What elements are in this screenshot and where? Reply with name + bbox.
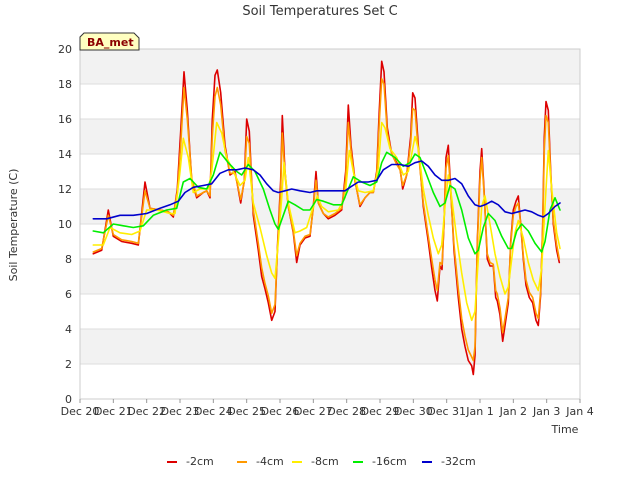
legend: -2cm -4cm -8cm -16cm -32cm [167,455,476,468]
x-tick-label: Dec 26 [261,405,300,418]
grid-band [80,49,580,84]
x-tick-label: Jan 2 [499,405,527,418]
y-tick-label: 16 [58,113,72,126]
x-tick-label: Dec 31 [427,405,466,418]
legend-label: -8cm [311,455,339,468]
site-badge-text: BA_met [87,36,134,49]
x-tick-label: Dec 24 [194,405,233,418]
x-tick-label: Dec 20 [61,405,100,418]
y-tick-label: 10 [58,218,72,231]
grid-band [80,259,580,294]
y-tick-label: 4 [65,323,72,336]
legend-label: -32cm [441,455,476,468]
x-tick-label: Dec 25 [227,405,266,418]
y-tick-label: 6 [65,288,72,301]
y-tick-label: 2 [65,358,72,371]
grid-bands [80,49,580,364]
series-line-32cm [92,160,561,220]
y-tick-label: 20 [58,43,72,56]
legend-label: -2cm [186,455,214,468]
y-tick-label: 14 [58,148,72,161]
x-tick-label: Jan 4 [565,405,593,418]
site-badge: BA_met [79,32,140,51]
grid-band [80,329,580,364]
y-axis: 0 2 4 6 8 10 12 14 16 18 20 [58,43,72,406]
y-tick-label: 12 [58,183,72,196]
y-tick-label: 18 [58,78,72,91]
legend-label: -16cm [372,455,407,468]
y-axis-label: Soil Temperature (C) [7,169,20,282]
x-tick-label: Dec 28 [327,405,366,418]
legend-label: -4cm [256,455,284,468]
x-tick-label: Dec 29 [361,405,400,418]
x-tick-label: Dec 22 [127,405,166,418]
y-tick-label: 0 [65,393,72,406]
x-axis-label: Time [551,423,579,436]
x-tick-label: Dec 21 [94,405,133,418]
x-tick-label: Jan 1 [465,405,493,418]
x-tick-label: Dec 23 [161,405,200,418]
series-line-8cm [92,121,561,322]
series-lines [92,60,561,376]
x-tick-label: Dec 30 [394,405,433,418]
plot-border [79,48,581,400]
grid-band [80,119,580,154]
y-tick-label: 8 [65,253,72,266]
x-tick-label: Jan 3 [532,405,560,418]
x-tick-label: Dec 27 [294,405,333,418]
series-line-16cm [92,151,561,255]
series-line-4cm [92,78,561,362]
chart-title: Soil Temperatures Set C [242,4,397,19]
